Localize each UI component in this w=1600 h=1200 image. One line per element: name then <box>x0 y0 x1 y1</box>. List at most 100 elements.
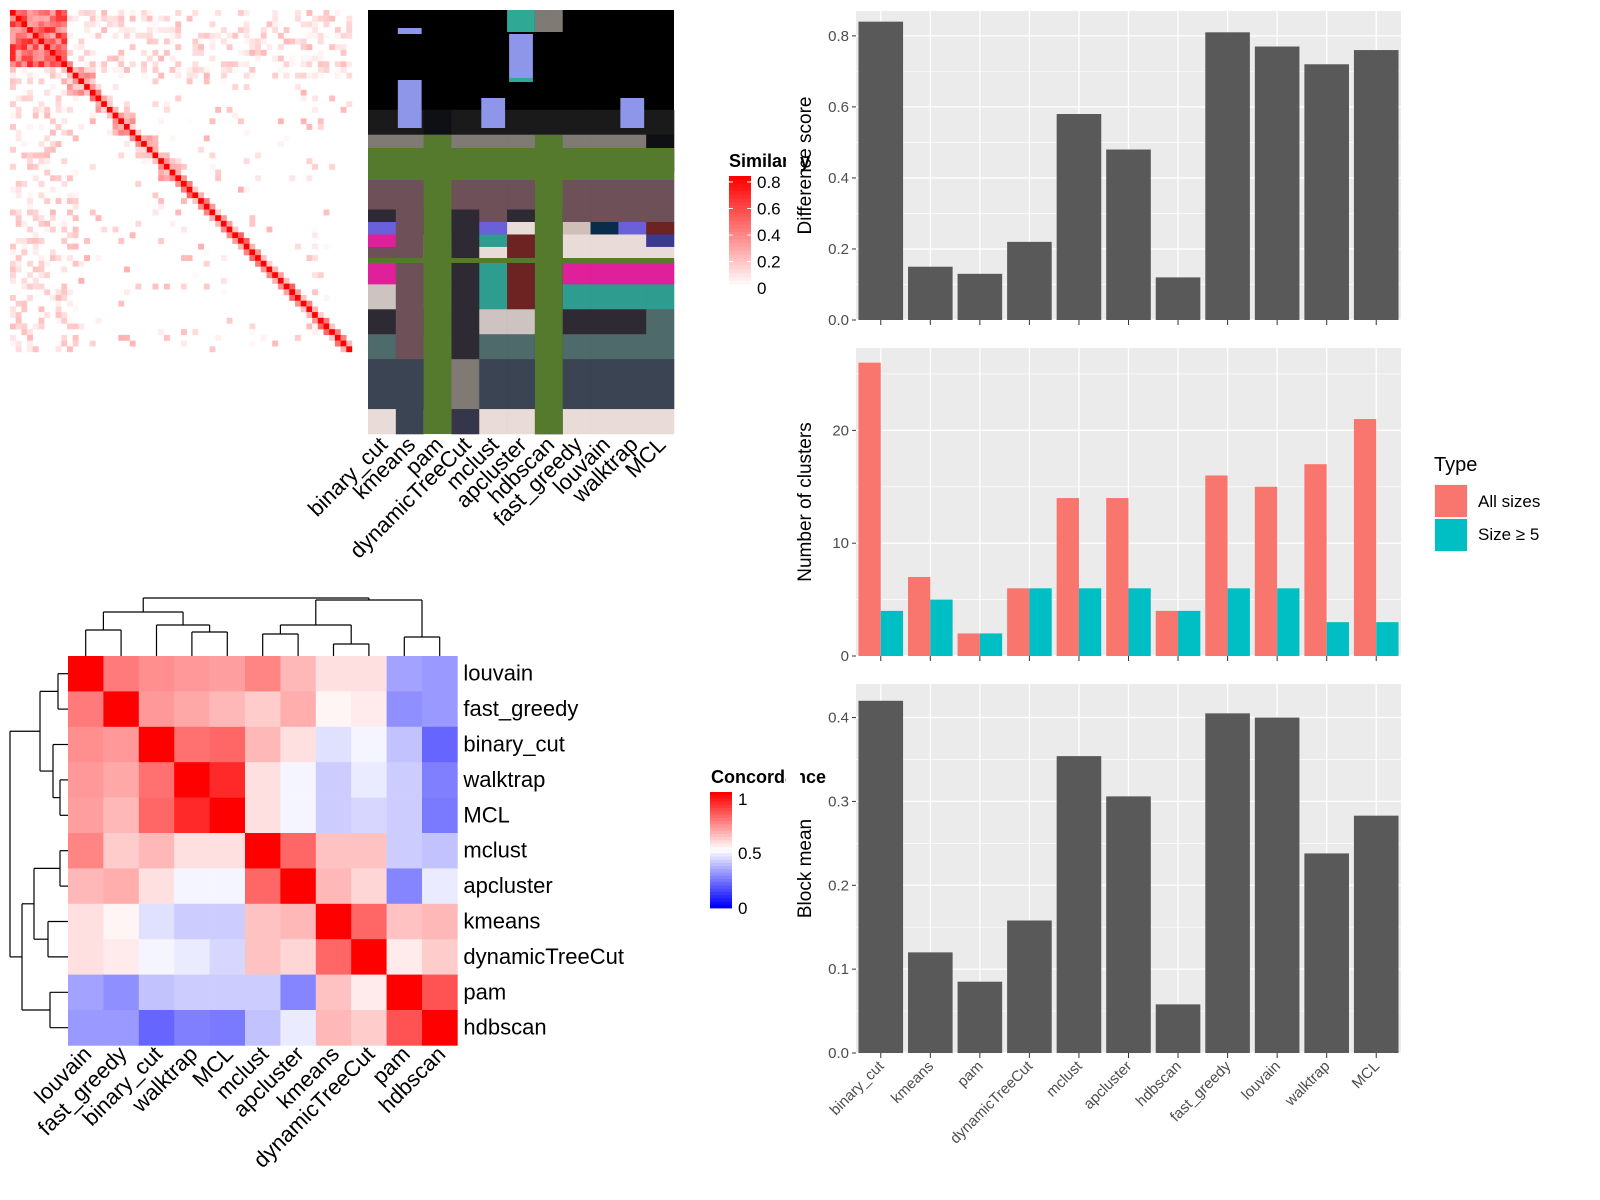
similarity-cell <box>38 152 45 159</box>
y-axis-tick-label: 0.1 <box>828 961 849 978</box>
similarity-cell <box>44 158 51 165</box>
similarity-cell <box>15 300 22 307</box>
concordance-cell <box>245 762 281 798</box>
similarity-cell <box>260 32 267 39</box>
concordance-cell <box>138 939 175 975</box>
similarity-cell <box>112 124 119 130</box>
similarity-cell <box>38 220 45 227</box>
similarity-cell <box>10 61 16 68</box>
annotation-cell <box>562 284 591 310</box>
similarity-cell <box>135 141 142 147</box>
similarity-cell <box>15 181 22 187</box>
similarity-cell <box>192 186 199 193</box>
similarity-cell <box>38 306 45 313</box>
similarity-cell <box>260 38 267 45</box>
concordance-cell <box>68 726 104 763</box>
concordance-legend-gradient <box>710 798 732 803</box>
similarity-cell <box>283 72 290 79</box>
similarity-cell <box>61 220 68 227</box>
similarity-cell <box>49 55 56 62</box>
similarity-cell <box>72 67 79 73</box>
similarity-cell <box>317 124 324 130</box>
similarity-cell <box>243 129 250 136</box>
similarity-cell <box>118 49 125 56</box>
similarity-cell <box>61 78 68 85</box>
similarity-cell <box>38 158 45 165</box>
annotation-cell <box>590 284 619 310</box>
similarity-cell <box>106 55 113 62</box>
similarity-cell <box>27 44 33 51</box>
concordance-cell <box>386 903 423 940</box>
similarity-cell <box>44 135 51 142</box>
similarity-cell <box>49 15 56 22</box>
similarity-cell <box>163 163 170 170</box>
similarity-cell <box>306 55 313 62</box>
similarity-cell <box>186 118 193 125</box>
concordance-cell <box>280 903 317 940</box>
concordance-legend-gradient <box>710 840 732 844</box>
similarity-cell <box>72 44 79 51</box>
similarity-cell <box>312 95 318 102</box>
annotation-cell <box>534 10 563 32</box>
similarity-cell <box>163 152 170 159</box>
similarity-cell <box>112 84 119 90</box>
similarity-cell <box>15 312 22 318</box>
similarity-cell <box>312 272 318 279</box>
similarity-cell <box>27 72 33 79</box>
concordance-legend-gradient <box>710 792 732 796</box>
similarity-cell <box>124 112 130 119</box>
similarity-cell <box>255 260 261 267</box>
annotation-cell <box>368 334 397 360</box>
bar <box>1029 588 1052 656</box>
similarity-cell <box>277 44 284 51</box>
similarity-legend-gradient <box>729 273 751 278</box>
similarity-cell <box>334 44 341 51</box>
similarity-cell <box>10 260 16 267</box>
concordance-cell <box>245 691 281 728</box>
similarity-cell <box>38 260 45 267</box>
annotation-cell <box>590 246 619 260</box>
similarity-cell <box>101 226 108 233</box>
bar <box>1106 149 1151 320</box>
similarity-cell <box>15 209 22 216</box>
similarity-cell <box>220 226 227 233</box>
concordance-cell <box>245 1010 281 1046</box>
concordance-cell <box>138 1010 175 1046</box>
similarity-cell <box>21 323 28 330</box>
annotation-cell <box>618 334 647 360</box>
similarity-cell <box>312 226 318 233</box>
similarity-cell <box>27 334 33 341</box>
concordance-cell <box>386 868 423 905</box>
similarity-cell <box>175 27 182 33</box>
similarity-cell <box>118 238 125 244</box>
similarity-cell <box>192 329 199 336</box>
similarity-cell <box>192 61 199 68</box>
similarity-cell <box>84 89 90 96</box>
similarity-cell <box>163 101 170 108</box>
similarity-cell <box>306 300 313 307</box>
similarity-cell <box>55 95 62 102</box>
similarity-legend-gradient <box>729 205 751 210</box>
similarity-cell <box>67 89 73 96</box>
concordance-cell <box>315 833 352 869</box>
bar <box>1304 853 1349 1053</box>
annotation-cell <box>562 259 591 285</box>
similarity-cell <box>27 95 33 102</box>
annotation-cell <box>479 234 508 248</box>
concordance-cell <box>280 797 317 834</box>
similarity-cell <box>106 21 113 28</box>
annotation-cell <box>590 209 619 223</box>
similarity-cell <box>289 295 296 301</box>
y-axis-tick-label: 0.0 <box>828 1045 849 1062</box>
annotation-cell <box>646 222 675 235</box>
similarity-cell <box>169 38 176 45</box>
bar <box>1304 64 1349 320</box>
similarity-cell <box>340 334 347 341</box>
similarity-cell <box>163 106 170 113</box>
similarity-cell <box>67 243 73 250</box>
similarity-cell <box>226 220 233 227</box>
y-axis-tick-label: 0.2 <box>828 877 849 894</box>
similarity-cell <box>317 272 324 279</box>
annotation-cell <box>562 234 591 248</box>
similarity-cell <box>346 32 353 39</box>
